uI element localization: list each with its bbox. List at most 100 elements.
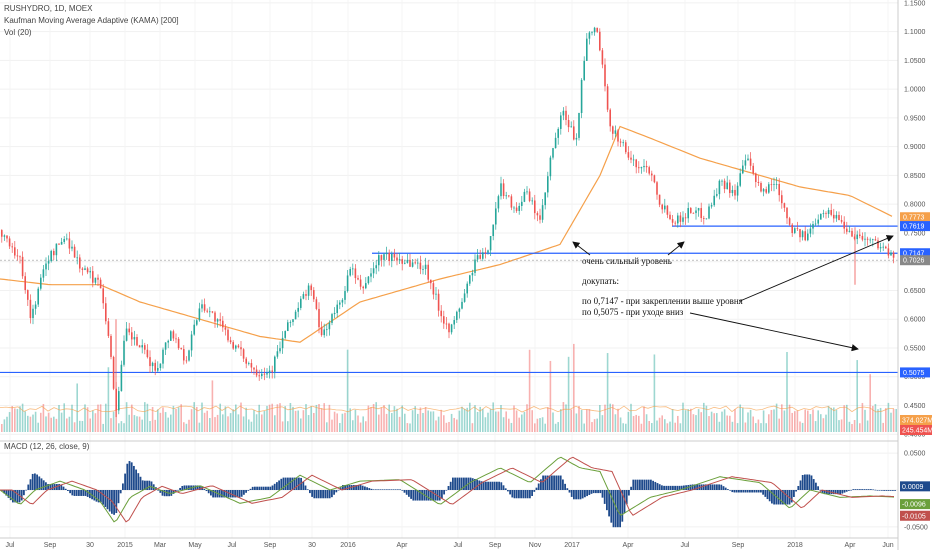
macd-histogram-bar <box>278 480 280 490</box>
macd-histogram-bar <box>62 486 65 490</box>
candle-body <box>773 183 775 185</box>
candle-body <box>37 288 39 305</box>
candle-body <box>658 194 661 205</box>
macd-histogram-bar <box>667 485 670 490</box>
volume-bar <box>565 404 567 432</box>
macd-histogram-bar <box>469 477 472 490</box>
macd-histogram-bar <box>460 477 463 490</box>
macd-tick-label: 0.0500 <box>904 451 926 458</box>
macd-histogram-bar <box>392 489 395 490</box>
candle-body <box>50 250 52 262</box>
candle-body <box>469 275 471 284</box>
macd-histogram-bar <box>29 479 32 490</box>
candle-body <box>708 206 710 219</box>
volume-bar <box>185 423 188 432</box>
volume-bar <box>336 413 338 432</box>
macd-histogram-bar <box>315 490 318 499</box>
macd-histogram-bar <box>458 477 461 490</box>
macd-histogram-bar <box>733 490 736 493</box>
macd-histogram-bar <box>581 490 584 499</box>
candle-body <box>838 214 840 221</box>
price-tag-label: 0.7026 <box>903 258 925 265</box>
macd-histogram-bar <box>23 490 25 496</box>
time-tick-label: 2017 <box>564 542 580 549</box>
macd-histogram-bar <box>434 490 437 501</box>
macd-histogram-bar <box>304 485 307 490</box>
candle-body <box>76 257 78 259</box>
volume-bar <box>617 408 619 432</box>
candle-body <box>261 373 263 377</box>
candle-body <box>510 196 513 208</box>
macd-histogram-bar <box>669 485 672 490</box>
volume-bar <box>68 416 71 432</box>
volume-bar <box>42 404 45 432</box>
volume-bar <box>827 405 830 432</box>
candle-body <box>201 304 203 309</box>
volume-bar <box>203 412 206 432</box>
macd-histogram-bar <box>166 490 168 497</box>
macd-histogram-bar <box>291 477 294 490</box>
candle-body <box>625 142 627 153</box>
candle-body <box>669 214 671 220</box>
price-tick-label: 0.5000 <box>904 374 926 381</box>
macd-histogram-bar <box>421 490 423 501</box>
macd-histogram-bar <box>551 475 553 490</box>
volume-bar <box>630 403 632 432</box>
candle-body <box>240 347 242 350</box>
macd-histogram-bar <box>359 485 362 490</box>
macd-histogram-bar <box>696 484 698 490</box>
macd-histogram-bar <box>240 490 243 497</box>
macd-histogram-bar <box>403 490 406 493</box>
volume-bar <box>190 409 193 432</box>
candle-body <box>864 238 866 240</box>
volume-bar <box>94 413 97 432</box>
candle-body <box>86 268 89 273</box>
candle-body <box>781 195 783 204</box>
candle-body <box>612 126 614 134</box>
volume-bar <box>885 408 887 432</box>
macd-histogram-bar <box>364 486 366 490</box>
volume-bar <box>313 412 315 432</box>
candle-body <box>479 255 481 259</box>
volume-bar <box>762 410 765 432</box>
candle-body <box>331 314 333 323</box>
volume-bar <box>476 411 479 432</box>
macd-histogram-bar <box>161 490 164 496</box>
candle-body <box>237 345 240 348</box>
macd-histogram-bar <box>73 490 76 496</box>
volume-bar <box>760 423 762 432</box>
candle-body <box>739 173 741 186</box>
volume-bar <box>245 407 247 432</box>
volume-bar <box>99 404 102 432</box>
macd-histogram-bar <box>205 490 208 492</box>
macd-histogram-bar <box>559 475 562 490</box>
volume-bar <box>453 417 455 432</box>
macd-histogram-bar <box>823 490 826 495</box>
macd-histogram-bar <box>148 480 151 490</box>
macd-histogram-bar <box>456 477 459 490</box>
candle-body <box>614 130 617 134</box>
macd-histogram-bar <box>500 482 503 490</box>
candle-body <box>422 269 424 270</box>
macd-histogram-bar <box>619 490 621 528</box>
macd-histogram-bar <box>821 490 824 494</box>
volume-bar <box>164 412 167 432</box>
macd-histogram-bar <box>568 490 571 493</box>
candle-body <box>817 219 819 224</box>
volume-bar <box>560 409 562 432</box>
candle-body <box>630 157 632 160</box>
volume-bar <box>814 421 817 432</box>
macd-histogram-bar <box>260 486 263 490</box>
macd-histogram-bar <box>705 484 707 490</box>
volume-bar <box>848 421 851 432</box>
volume-tag-label: 374.027M <box>902 418 932 425</box>
volume-bar <box>34 411 37 432</box>
candle-body <box>445 323 448 325</box>
volume-bar <box>71 404 73 432</box>
macd-histogram-bar <box>590 490 593 494</box>
macd-histogram-bar <box>544 475 547 490</box>
macd-histogram-bar <box>790 490 793 503</box>
macd-histogram-bar <box>401 490 404 491</box>
candle-body <box>786 207 788 219</box>
